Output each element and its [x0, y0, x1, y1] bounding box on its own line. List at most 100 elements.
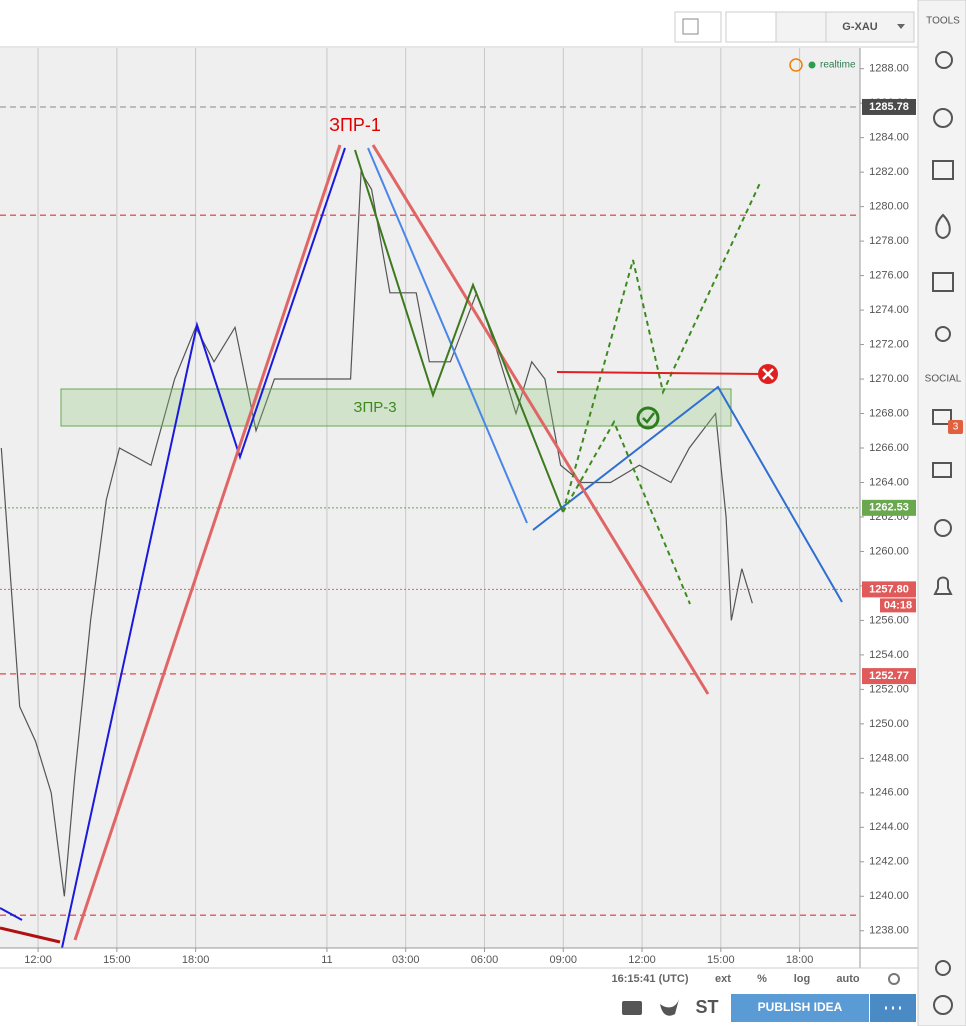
x-tick-label: 06:00: [471, 954, 499, 966]
twitter-icon[interactable]: [660, 999, 679, 1016]
y-tick-label: 1242.00: [869, 856, 909, 868]
chat-icon[interactable]: [932, 409, 952, 425]
search-icon[interactable]: [935, 51, 953, 69]
annotation: ЗПР-1: [329, 115, 381, 135]
symbol-button[interactable]: [825, 11, 915, 43]
save-button[interactable]: [775, 11, 827, 43]
calendar-icon[interactable]: [932, 272, 954, 292]
drawings: [0, 144, 843, 949]
x-tick-label: 09:00: [550, 954, 578, 966]
y-tick-label: 1238.00: [869, 925, 909, 937]
y-tick-label: 1240.00: [869, 890, 909, 902]
target-icon: [636, 406, 660, 430]
y-tick-label: 1278.00: [869, 235, 909, 247]
dropdown-arrow: [897, 24, 905, 29]
x-tick-label: 12:00: [628, 954, 656, 966]
price-label: 1262.53: [869, 502, 909, 514]
y-tick-label: 1248.00: [869, 752, 909, 764]
axis-layer: 12:00 15:00 18:00 11 03:00 06:00 09:00 12:00 15:…: [24, 63, 916, 966]
ext-toggle[interactable]: ext: [715, 973, 731, 985]
auto-toggle[interactable]: auto: [836, 973, 860, 985]
x-tick-label: 15:00: [103, 954, 131, 966]
y-tick-label: 1256.00: [869, 614, 909, 626]
load-button[interactable]: [725, 11, 777, 43]
trend-line: [73, 144, 342, 941]
y-tick-label: 1250.00: [869, 718, 909, 730]
trend-line: [0, 907, 23, 921]
trend-line: [371, 144, 710, 695]
y-tick-label: 1284.00: [869, 132, 909, 144]
price-label-box: [862, 581, 916, 598]
x-tick-label: 18:00: [786, 954, 814, 966]
y-tick-label: 1254.00: [869, 649, 909, 661]
projection: [562, 182, 761, 513]
countdown-box: [880, 598, 916, 613]
y-tick-label: 1260.00: [869, 545, 909, 557]
y-tick-label: 1276.00: [869, 269, 909, 281]
x-tick-label: 11: [321, 954, 332, 966]
grid: [37, 48, 801, 948]
y-tick-label: 1288.00: [869, 63, 909, 75]
series-layer: [0, 170, 753, 897]
publish-label: PUBLISH IDEA: [758, 1000, 843, 1014]
y-tick-label: 1268.00: [869, 407, 909, 419]
sidebar: [917, 0, 966, 1026]
publish-button[interactable]: [731, 994, 869, 1022]
price-label-box: [862, 98, 916, 115]
stocktwits[interactable]: ST: [695, 997, 718, 1017]
status-text: realtime: [820, 60, 856, 71]
symbol: G-XAU: [842, 21, 878, 33]
list-icon[interactable]: [932, 160, 954, 180]
y-tick-label: 1272.00: [869, 338, 909, 350]
snapshot-icon[interactable]: [622, 1001, 642, 1015]
percent-toggle[interactable]: %: [757, 973, 767, 985]
y-tick-label: 1244.00: [869, 821, 909, 833]
y-tick-label: 1280.00: [869, 201, 909, 213]
style-icon: [682, 18, 699, 35]
sidebar-icons: [932, 51, 954, 1015]
trend-line: [0, 926, 61, 944]
trend-line: [367, 147, 528, 524]
price-line: [0, 170, 753, 897]
trend-line: [61, 147, 346, 949]
help-icon[interactable]: [933, 995, 953, 1015]
y-tick-label: 1270.00: [869, 373, 909, 385]
stop-icon-x: [762, 368, 774, 380]
y-tick-label: 1274.00: [869, 304, 909, 316]
log-toggle[interactable]: log: [794, 973, 811, 985]
y-tick-label: 1266.00: [869, 442, 909, 454]
notify-icon[interactable]: [933, 576, 953, 595]
status-dot: [808, 61, 816, 69]
clock: 16:15:41 (UTC): [611, 973, 688, 985]
zone-box: [60, 388, 732, 427]
badge-count: 3: [953, 422, 959, 433]
price-label-box: [862, 668, 916, 685]
pm-icon[interactable]: [932, 462, 952, 478]
x-tick-label: 03:00: [392, 954, 420, 966]
plot-area: [0, 48, 860, 948]
price-label-box: [862, 499, 916, 516]
levels: [0, 106, 860, 916]
y-tick-label: 1246.00: [869, 787, 909, 799]
x-tick-label: 12:00: [24, 954, 52, 966]
target-icon-check: [642, 412, 655, 424]
bug-icon[interactable]: [935, 960, 951, 976]
price-label: 1285.78: [869, 101, 909, 113]
alert-icon[interactable]: [933, 108, 953, 128]
hot-icon[interactable]: [935, 213, 951, 240]
settings-icon[interactable]: [888, 973, 900, 985]
countdown: 04:18: [884, 599, 912, 611]
wave-line: [354, 149, 564, 513]
status-icon: [789, 58, 803, 72]
idea-icon[interactable]: [935, 326, 951, 342]
sidebar-heading: TOOLS: [926, 16, 960, 27]
annotation: ЗПР-3: [353, 399, 396, 416]
y-tick-label: 1282.00: [869, 166, 909, 178]
price-label: 1252.77: [869, 670, 909, 682]
projection: [562, 419, 691, 605]
badge: [948, 420, 963, 434]
stream-icon[interactable]: [934, 519, 952, 537]
y-tick-label: 1264.00: [869, 476, 909, 488]
